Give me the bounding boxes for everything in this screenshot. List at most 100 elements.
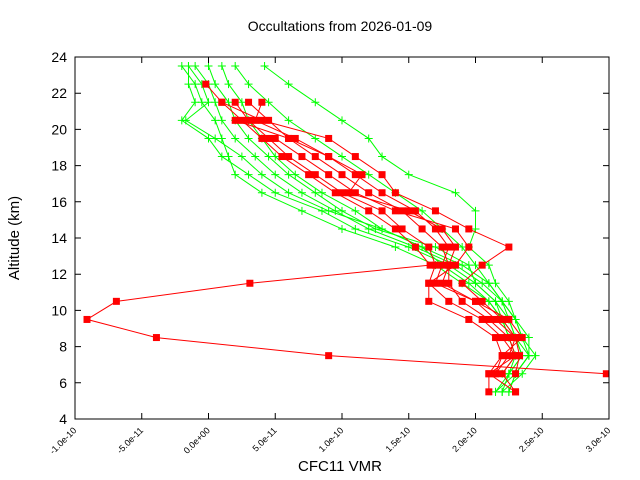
square-marker xyxy=(298,153,306,161)
plus-marker xyxy=(364,134,373,143)
plus-marker xyxy=(511,315,520,324)
square-marker xyxy=(405,207,413,215)
square-marker xyxy=(505,315,513,323)
square-marker xyxy=(512,352,520,360)
plus-marker xyxy=(224,80,233,89)
plus-marker xyxy=(351,206,360,215)
square-marker xyxy=(278,153,286,161)
plus-marker xyxy=(504,297,513,306)
plus-marker xyxy=(311,98,320,107)
square-marker xyxy=(245,98,253,106)
square-marker xyxy=(291,134,299,142)
axes-layer: 4 6 8 10 12 14 16 18 20 22 24 -1.0e-10 -5.0e-11 0.0e+… xyxy=(48,49,613,456)
square-marker xyxy=(338,171,346,179)
square-marker xyxy=(445,279,453,287)
square-marker xyxy=(351,153,359,161)
x-tick-label: -1.0e-10 xyxy=(48,425,79,456)
square-marker xyxy=(445,297,453,305)
square-marker xyxy=(231,116,239,124)
plus-marker xyxy=(271,170,280,179)
plus-marker xyxy=(471,279,480,288)
red-series-line xyxy=(248,101,517,393)
plus-marker xyxy=(191,80,200,89)
x-tick-label: 3.0e-10 xyxy=(584,425,613,454)
red-series-0 xyxy=(83,80,609,378)
plus-marker xyxy=(371,224,380,233)
plus-marker xyxy=(338,224,346,233)
plus-marker xyxy=(498,297,507,306)
plus-marker xyxy=(177,62,186,71)
square-marker xyxy=(218,98,226,106)
square-marker xyxy=(285,153,293,161)
square-marker xyxy=(512,370,520,378)
plus-marker xyxy=(217,62,226,71)
square-marker xyxy=(465,243,473,251)
square-marker xyxy=(458,279,466,287)
square-marker xyxy=(325,352,333,360)
green-series-7 xyxy=(204,62,520,378)
square-marker xyxy=(472,297,479,305)
y-tick-label: 20 xyxy=(51,121,67,137)
square-marker xyxy=(478,297,486,305)
square-marker xyxy=(391,189,399,197)
square-marker xyxy=(505,334,513,342)
square-marker xyxy=(265,116,273,124)
y-axis-label: Altitude (km) xyxy=(6,196,23,280)
plus-marker xyxy=(284,170,293,179)
square-marker xyxy=(445,243,453,251)
square-marker xyxy=(431,207,439,215)
red-series-line xyxy=(235,119,523,374)
x-axis-label: CFC11 VMR xyxy=(298,458,382,475)
square-marker xyxy=(451,225,459,233)
plus-marker xyxy=(351,224,360,233)
plus-marker xyxy=(271,152,280,161)
y-tick-label: 22 xyxy=(51,85,67,101)
plus-marker xyxy=(297,188,306,197)
plus-marker xyxy=(237,98,246,107)
plus-marker xyxy=(491,279,500,288)
red-series-line xyxy=(221,101,517,375)
plus-marker xyxy=(504,369,513,378)
plus-marker xyxy=(181,116,190,125)
red-series-5 xyxy=(271,134,520,396)
square-marker xyxy=(492,370,500,378)
plus-marker xyxy=(311,134,320,143)
plus-marker xyxy=(217,116,226,125)
plus-marker xyxy=(231,134,240,143)
square-marker xyxy=(498,315,506,323)
square-marker xyxy=(498,352,506,360)
square-marker xyxy=(505,243,513,251)
y-tick-label: 16 xyxy=(51,194,67,210)
x-tick-label: 1.0e-10 xyxy=(317,425,346,454)
plus-marker xyxy=(257,188,266,197)
plus-marker xyxy=(484,261,493,270)
square-marker xyxy=(365,207,373,215)
plus-marker xyxy=(518,369,527,378)
square-marker xyxy=(202,80,210,88)
plus-marker xyxy=(231,170,240,179)
y-tick-label: 24 xyxy=(51,49,67,65)
square-marker xyxy=(438,261,446,269)
red-series-1 xyxy=(231,98,506,396)
plus-marker xyxy=(471,261,480,270)
plus-marker xyxy=(484,279,493,288)
square-marker xyxy=(458,297,466,305)
square-marker xyxy=(331,189,339,197)
plus-marker xyxy=(211,134,220,143)
x-tick-label: 5.0e-11 xyxy=(250,425,278,453)
red-series-line xyxy=(85,83,607,375)
x-tick-label: 0.0e+00 xyxy=(182,425,212,455)
square-marker xyxy=(492,315,500,323)
plus-marker xyxy=(471,206,480,215)
plus-marker xyxy=(204,134,213,143)
square-marker xyxy=(378,171,386,179)
square-marker xyxy=(438,279,446,287)
square-marker xyxy=(438,243,446,251)
plus-marker xyxy=(264,152,273,161)
plus-marker xyxy=(324,206,333,215)
plus-marker xyxy=(284,80,293,89)
plus-marker xyxy=(491,387,500,396)
y-tick-label: 6 xyxy=(59,375,67,391)
green-series-5 xyxy=(231,62,527,378)
